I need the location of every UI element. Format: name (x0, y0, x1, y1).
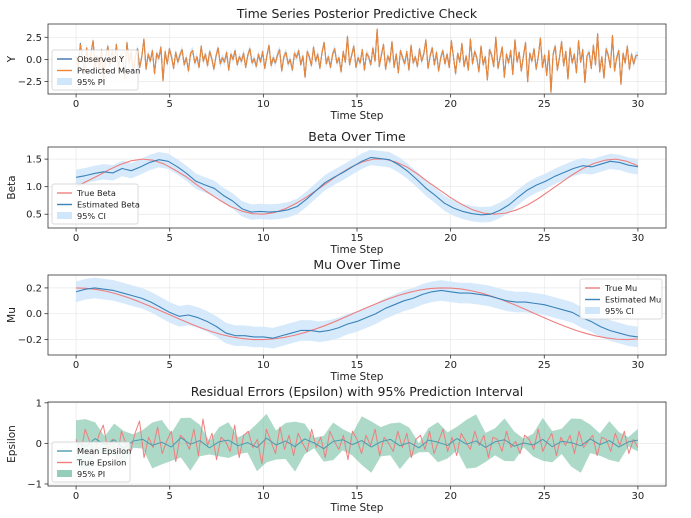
band-95-pi (76, 413, 638, 475)
series-true (76, 287, 638, 341)
x-tick-label: 25 (538, 360, 551, 371)
band-95-pi (76, 25, 638, 94)
legend-entry: True Beta (76, 188, 116, 198)
legend-swatch-patch (57, 78, 72, 85)
x-axis-label: Time Step (330, 110, 384, 122)
x-tick-label: 15 (351, 491, 364, 502)
chart-title: Beta Over Time (308, 129, 406, 144)
y-axis-label: Y (6, 55, 18, 63)
series-estimated (75, 287, 638, 339)
y-tick-label: 0.5 (26, 210, 42, 221)
y-tick-label: 0.2 (26, 283, 42, 294)
x-tick-label: 15 (351, 360, 364, 371)
plot-area (75, 277, 638, 349)
y-tick-label: 1 (36, 398, 42, 409)
series-estimated (75, 156, 639, 216)
series-true-epsilon (75, 418, 639, 465)
legend-entry: True Epsilon (76, 458, 126, 468)
y-axis-label: Beta (6, 175, 18, 199)
chart-title: Time Series Posterior Predictive Check (236, 6, 478, 21)
x-tick-label: 25 (538, 233, 551, 244)
grid (48, 147, 666, 228)
y-tick-label: 2.5 (26, 33, 42, 44)
panel-3: 0 5 10 15 20 25 30 0.2 0.0 −0.2 Mu Over Time Time S… (6, 257, 667, 383)
x-tick-label: 30 (632, 233, 645, 244)
x-tick-label: 30 (632, 491, 645, 502)
x-tick-label: 10 (257, 360, 270, 371)
y-tick-label: −1 (27, 479, 42, 490)
legend-entry: Predicted Mean (77, 66, 140, 76)
x-tick-label: 15 (351, 233, 364, 244)
x-tick-label: 0 (73, 360, 79, 371)
y-tick-label: −2.5 (18, 77, 42, 88)
x-tick-label: 25 (538, 491, 551, 502)
chart-title: Mu Over Time (313, 257, 401, 272)
chart-title: Residual Errors (Epsilon) with 95% Predi… (191, 384, 524, 399)
legend-entry: 95% CI (77, 211, 106, 221)
y-axis-label: Mu (6, 307, 18, 323)
x-tick-label: 30 (632, 360, 645, 371)
x-axis-label: Time Step (330, 371, 384, 383)
band-95-ci (76, 149, 638, 223)
legend-entry: Estimated Mu (605, 295, 661, 305)
y-tick-label: 0.0 (26, 309, 42, 320)
x-tick-label: 20 (444, 99, 457, 110)
legend-entry: 95% CI (605, 306, 634, 316)
legend-entry: Estimated Beta (77, 200, 140, 210)
legend-swatch-patch (585, 307, 600, 314)
x-tick-label: 0 (73, 99, 79, 110)
plot-area (75, 149, 639, 223)
y-tick-label: 0 (36, 439, 42, 450)
x-tick-label: 25 (538, 99, 551, 110)
x-tick-label: 5 (167, 491, 173, 502)
x-tick-label: 5 (167, 99, 173, 110)
x-tick-label: 20 (444, 360, 457, 371)
legend-box (51, 183, 139, 225)
legend-entry: True Mu (604, 283, 637, 293)
legend-entry: Observed Y (77, 54, 125, 64)
legend-entry: 95% PI (77, 77, 105, 87)
x-tick-label: 0 (73, 233, 79, 244)
x-tick-label: 10 (257, 99, 270, 110)
y-tick-label: 1.0 (26, 182, 42, 193)
legend-entry: Mean Epsilon (77, 446, 131, 456)
x-tick-label: 30 (632, 99, 645, 110)
plot-area (75, 413, 639, 475)
x-tick-label: 20 (444, 233, 457, 244)
x-tick-label: 5 (167, 360, 173, 371)
x-tick-label: 15 (351, 99, 364, 110)
x-tick-label: 0 (73, 491, 79, 502)
legend-swatch-patch (57, 470, 72, 477)
x-tick-label: 20 (444, 491, 457, 502)
legend-entry: 95% PI (77, 469, 105, 479)
y-tick-label: −0.2 (18, 335, 42, 346)
x-tick-label: 5 (167, 233, 173, 244)
series-predicted-mean (75, 28, 639, 93)
x-tick-label: 10 (257, 233, 270, 244)
legend-swatch-patch (57, 212, 72, 219)
y-tick-label: 0.0 (26, 55, 42, 66)
x-axis-label: Time Step (330, 244, 384, 256)
plot-area (75, 25, 639, 94)
legend-box (51, 49, 139, 91)
legend-box (579, 278, 663, 320)
band-95-ci (76, 277, 638, 349)
x-tick-label: 10 (257, 491, 270, 502)
series-mean-epsilon (75, 437, 638, 450)
panel-2: 0 5 10 15 20 25 30 1.5 1.0 0.5 Beta Over Time Time … (6, 129, 667, 256)
panel-1: 0 5 10 15 20 25 30 2.5 0.0 −2.5 Time Series Poster… (6, 6, 667, 122)
x-axis-label: Time Step (330, 502, 384, 514)
y-axis-label: Epsilon (6, 425, 18, 463)
y-tick-label: 1.5 (26, 155, 42, 166)
